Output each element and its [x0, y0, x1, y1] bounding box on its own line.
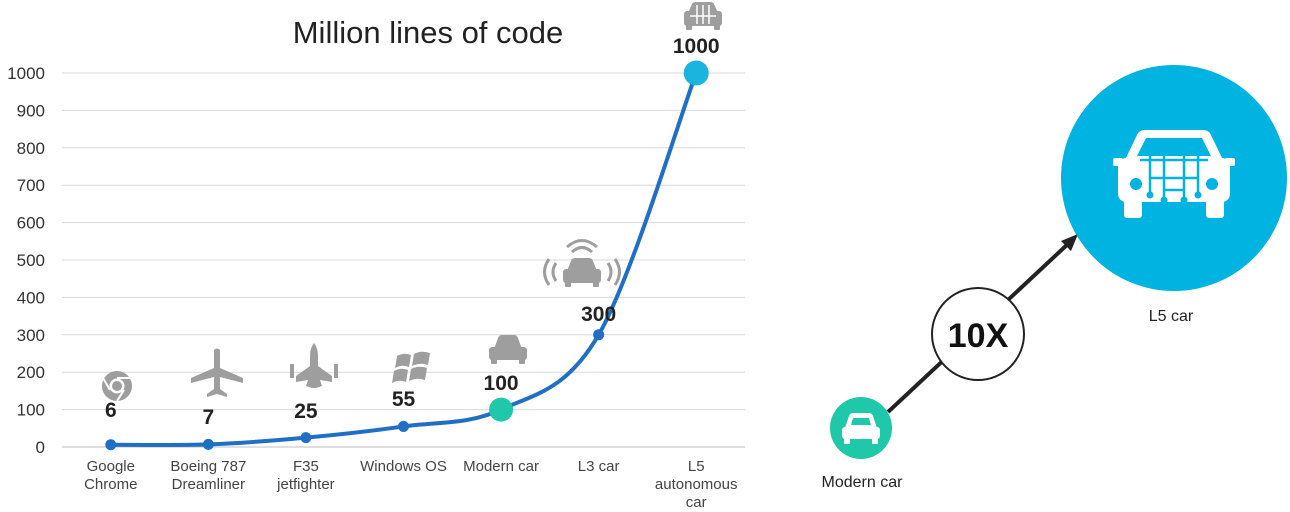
- data-label: 55: [392, 388, 416, 411]
- data-point: [489, 397, 514, 422]
- x-category-line: car: [686, 494, 707, 511]
- y-tick-label: 1000: [7, 64, 45, 83]
- data-label: 300: [581, 303, 616, 326]
- modern-car-node-icon: [842, 413, 880, 444]
- data-label: 25: [294, 400, 318, 423]
- y-tick-label: 500: [17, 251, 45, 270]
- multiplier-label: 10X: [948, 317, 1009, 355]
- x-category-line: jetfighter: [276, 476, 335, 493]
- series-line-group: [108, 71, 699, 448]
- chart-title: Million lines of code: [293, 15, 564, 50]
- airplane-icon: [191, 348, 243, 397]
- series-points: [105, 60, 709, 451]
- growth-diagram: 10X Modern car: [822, 65, 1287, 491]
- data-point: [398, 420, 409, 432]
- car-icon: [489, 335, 527, 364]
- x-axis-categories: Google Chrome Boeing 787 Dreamliner F35 jetfi…: [84, 458, 737, 511]
- l5-car-node-label: L5 car: [1149, 308, 1194, 325]
- x-category-line: L5: [688, 458, 705, 475]
- data-label: 1000: [673, 35, 720, 58]
- x-category-line: L3 car: [578, 458, 620, 475]
- x-category-line: Dreamliner: [172, 476, 245, 493]
- x-category-label: Modern car: [463, 458, 539, 475]
- data-point: [593, 329, 605, 341]
- y-tick-label: 400: [17, 288, 45, 307]
- data-labels: 6 7 25 55 100 300 1000: [105, 35, 720, 429]
- y-tick-label: 700: [17, 176, 45, 195]
- modern-car-node-label: Modern car: [822, 474, 904, 491]
- category-icons: [102, 2, 722, 402]
- y-tick-label: 0: [36, 438, 45, 457]
- jetfighter-icon: [290, 343, 338, 388]
- chart-gridlines: [62, 72, 745, 448]
- l5-car-node-icon: [1113, 130, 1235, 218]
- data-label: 7: [203, 406, 215, 429]
- data-point: [683, 60, 709, 86]
- x-category-label: F35 jetfighter: [276, 458, 335, 493]
- y-tick-label: 200: [17, 363, 45, 382]
- multiplier-circle: [931, 287, 1025, 381]
- windows-icon: [392, 351, 430, 383]
- data-point: [300, 432, 312, 444]
- y-tick-label: 300: [17, 326, 45, 345]
- y-tick-label: 600: [17, 214, 45, 233]
- x-category-line: Boeing 787: [170, 458, 246, 475]
- x-category-line: Chrome: [84, 476, 137, 493]
- x-category-label: L3 car: [578, 458, 620, 475]
- x-category-label: Google Chrome: [84, 458, 137, 493]
- y-tick-label: 100: [17, 401, 45, 420]
- x-category-line: Modern car: [463, 458, 539, 475]
- x-category-label: Windows OS: [360, 458, 447, 475]
- y-tick-label: 800: [17, 139, 45, 158]
- y-tick-label: 900: [17, 101, 45, 120]
- x-category-line: Google: [87, 458, 135, 475]
- autonomous-car-icon: [684, 2, 722, 30]
- data-point: [202, 438, 214, 450]
- x-category-line: Windows OS: [360, 458, 447, 475]
- data-label: 6: [105, 399, 117, 422]
- series-line: [108, 71, 699, 448]
- data-label: 100: [484, 372, 519, 395]
- chrome-icon: [102, 371, 132, 402]
- diagram-arrowhead: [1061, 234, 1078, 251]
- connected-car-icon: [543, 239, 621, 287]
- x-category-label: L5 autonomous car: [655, 458, 738, 511]
- x-category-label: Boeing 787 Dreamliner: [170, 458, 246, 493]
- x-category-line: F35: [293, 458, 319, 475]
- y-axis-ticks: 0 100 200 300 400 500 600 700 800 900 1000: [7, 64, 45, 457]
- data-point: [105, 439, 117, 451]
- x-category-line: autonomous: [655, 476, 738, 493]
